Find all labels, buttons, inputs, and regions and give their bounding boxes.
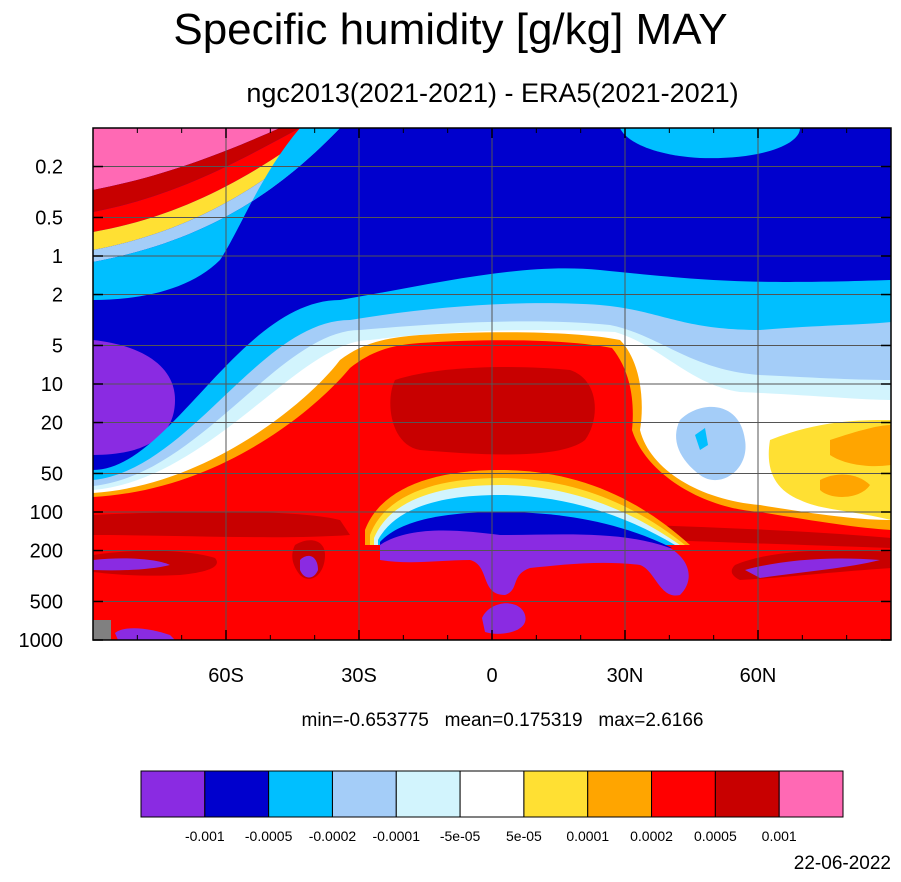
y-tick-label: 1000 xyxy=(19,630,64,652)
colorbar-label: -0.0001 xyxy=(373,828,421,844)
colorbar-swatch xyxy=(714,770,780,818)
contour-fields xyxy=(93,128,891,640)
colorbar: -0.001 -0.0005 -0.0002 -0.0001 -5e-05 5e-05 0.… xyxy=(140,770,844,844)
colorbar-label: 0.0005 xyxy=(694,828,737,844)
colorbar-swatch xyxy=(587,770,653,818)
stat-mean: mean=0.175319 xyxy=(444,710,583,731)
colorbar-label: -0.0005 xyxy=(245,828,293,844)
stats-line: min=-0.653775 mean=0.175319 max=2.6166 xyxy=(0,710,901,732)
colorbar-label: -5e-05 xyxy=(440,828,481,844)
stat-min: min=-0.653775 xyxy=(301,710,429,731)
colorbar-label: 0.0001 xyxy=(566,828,609,844)
y-axis: 0.2 0.5 1 2 5 10 20 50 100 200 500 1000 xyxy=(19,157,891,652)
colorbar-label: -0.0002 xyxy=(309,828,357,844)
date-stamp: 22-06-2022 xyxy=(793,853,891,874)
y-tick-label: 500 xyxy=(30,591,63,613)
y-tick-label: 0.5 xyxy=(35,207,63,229)
y-tick-label: 5 xyxy=(52,335,63,357)
colorbar-swatch xyxy=(268,770,333,818)
colorbar-swatch xyxy=(459,770,525,818)
colorbar-label: -0.001 xyxy=(185,828,225,844)
stat-max: max=2.6166 xyxy=(598,710,704,731)
x-tick-label: 60N xyxy=(740,665,777,687)
colorbar-label: 0.001 xyxy=(762,828,797,844)
y-tick-label: 0.2 xyxy=(35,157,63,179)
colorbar-swatch xyxy=(395,770,461,818)
colorbar-swatch xyxy=(523,770,589,818)
x-tick-label: 60S xyxy=(208,665,244,687)
colorbar-swatch xyxy=(651,770,716,818)
colorbar-swatch xyxy=(331,770,397,818)
y-tick-label: 100 xyxy=(30,502,63,524)
x-tick-label: 30S xyxy=(341,665,377,687)
y-tick-label: 50 xyxy=(41,463,63,485)
y-tick-label: 200 xyxy=(30,541,63,563)
y-tick-label: 20 xyxy=(41,413,63,435)
y-tick-label: 2 xyxy=(52,285,63,307)
colorbar-label: 0.0002 xyxy=(630,828,673,844)
contour-band-pink-top xyxy=(93,128,280,190)
x-tick-label: 30N xyxy=(607,665,644,687)
chart-title: Specific humidity [g/kg] MAY xyxy=(173,5,728,54)
x-tick-label: 0 xyxy=(486,665,497,687)
y-tick-label: 10 xyxy=(41,374,63,396)
chart-subtitle: ngc2013(2021-2021) - ERA5(2021-2021) xyxy=(246,78,739,108)
colorbar-label: 5e-05 xyxy=(506,828,542,844)
colorbar-swatch xyxy=(204,770,270,818)
colorbar-swatch xyxy=(140,770,206,818)
x-axis: 60S 30S 0 30N 60N xyxy=(136,128,892,687)
colorbar-swatch xyxy=(778,770,844,818)
y-tick-label: 1 xyxy=(52,246,63,268)
